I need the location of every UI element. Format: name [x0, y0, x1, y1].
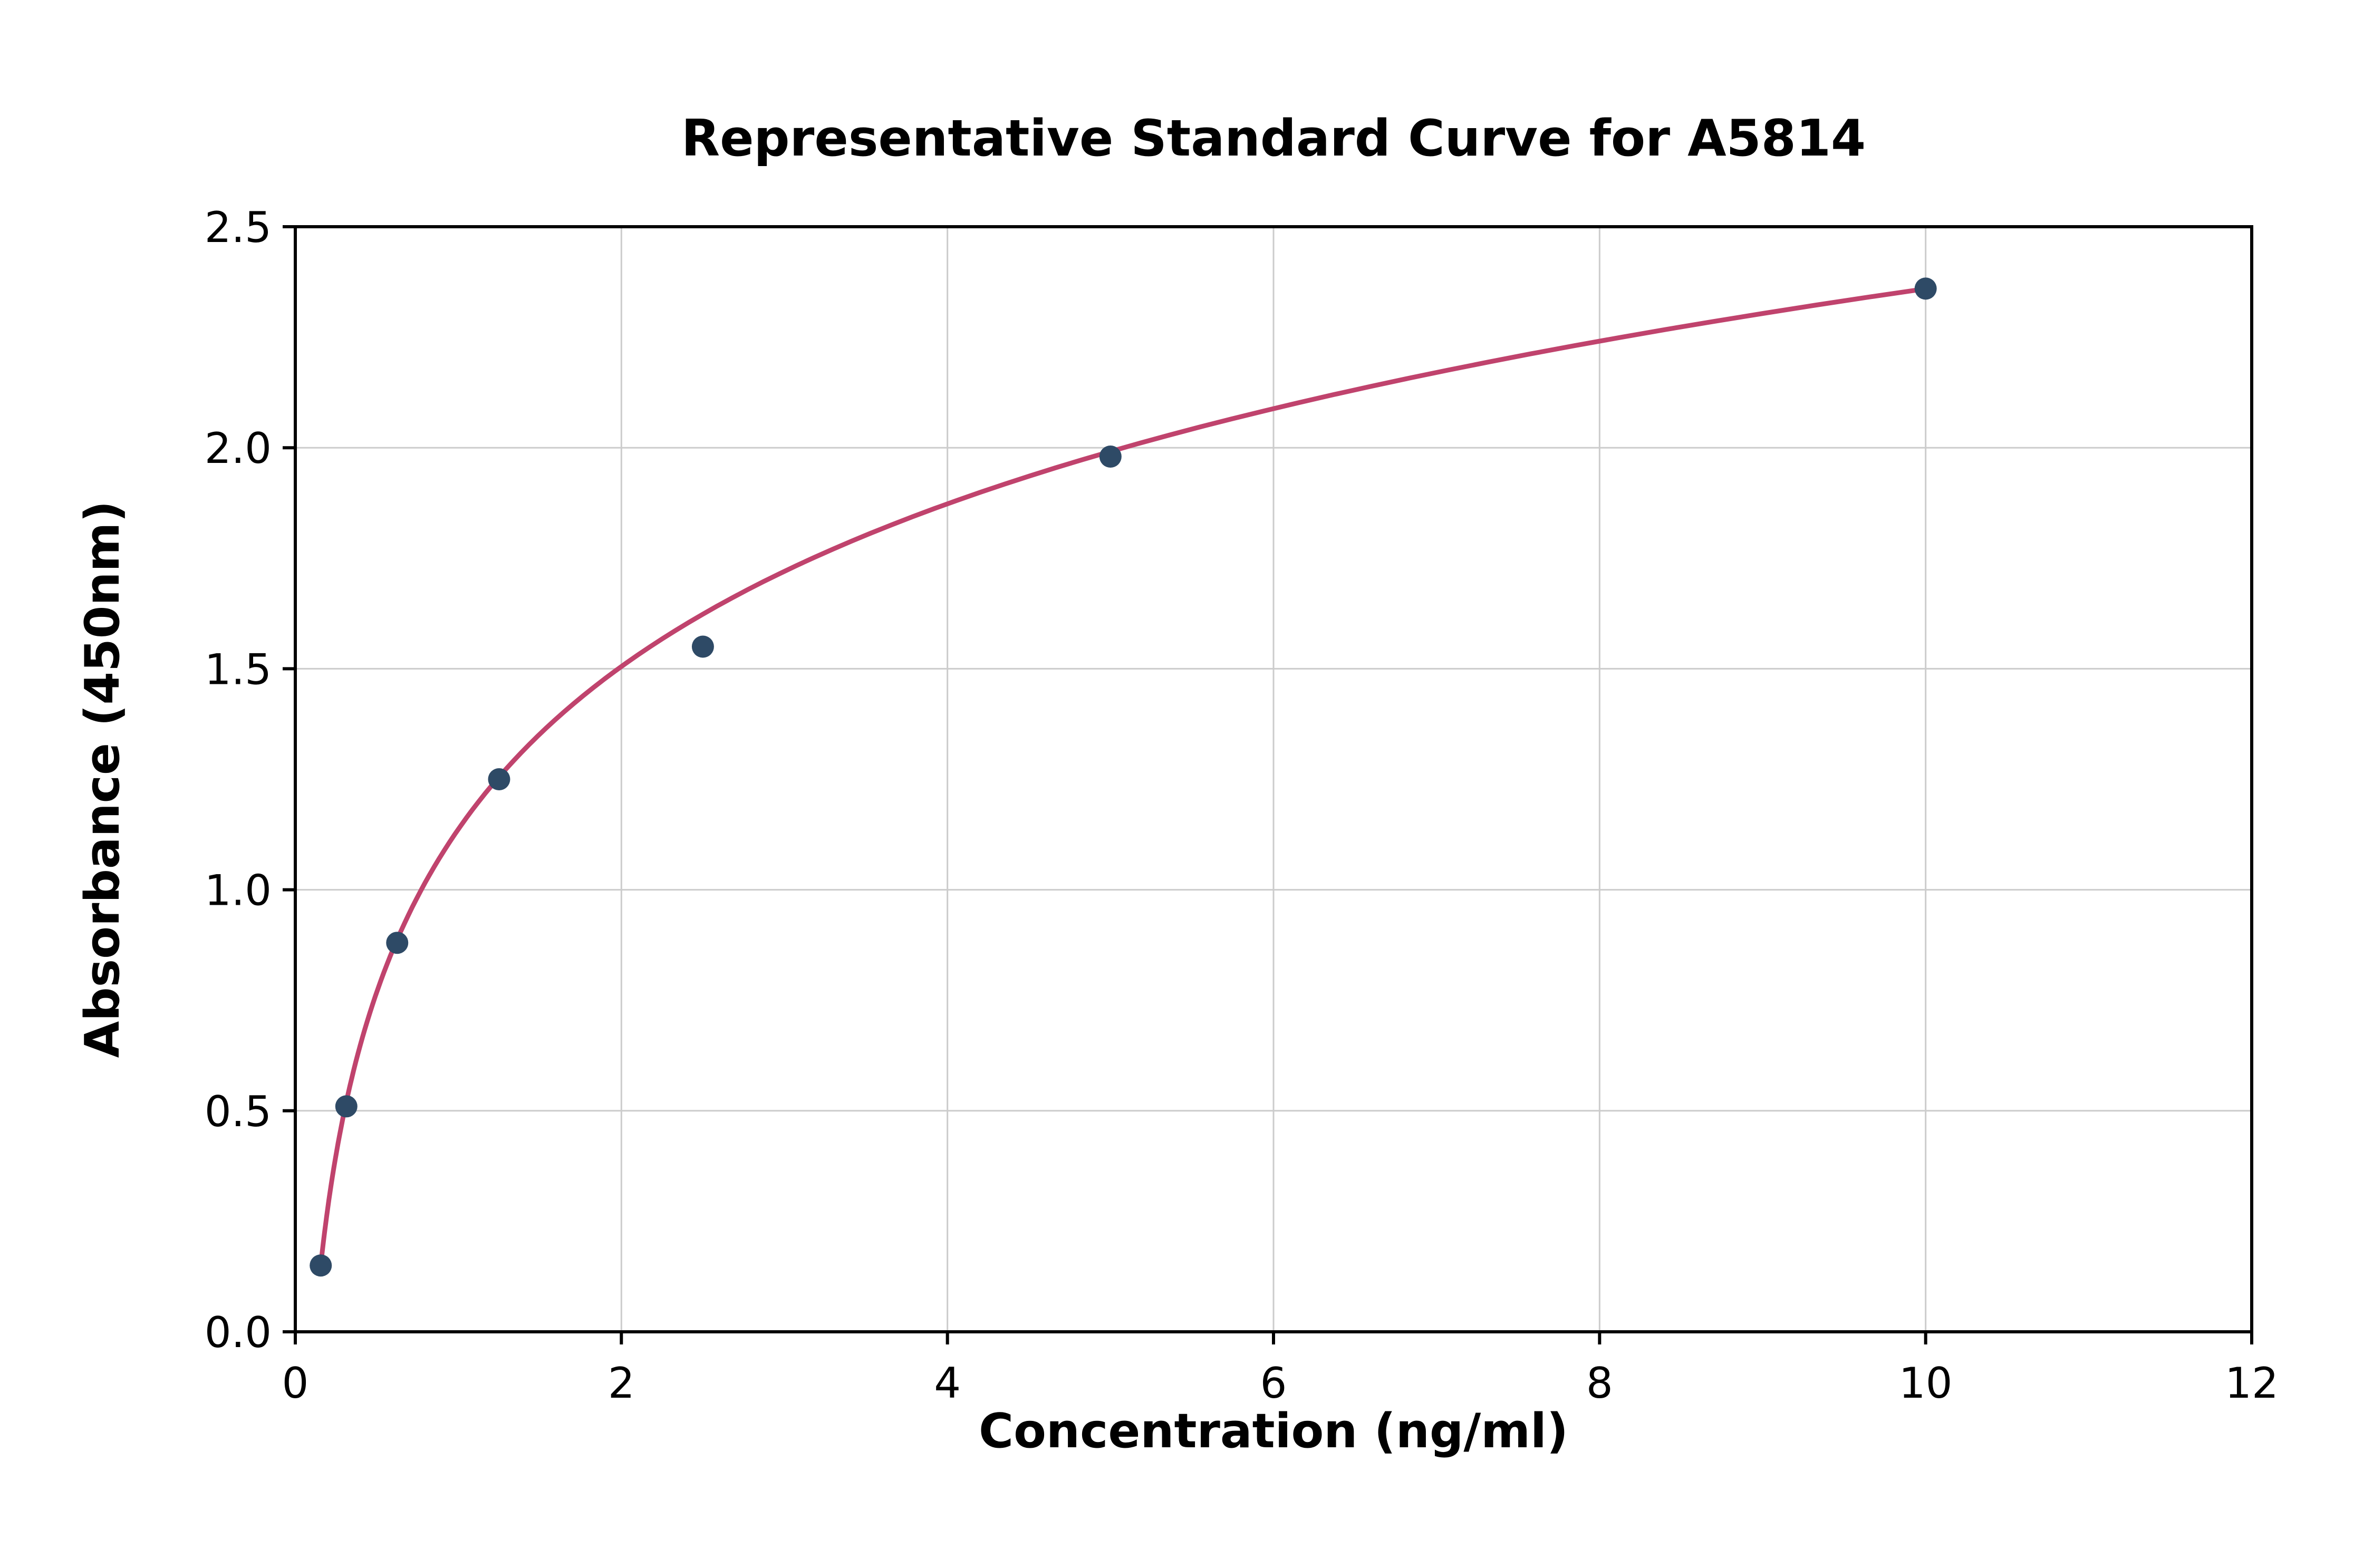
x-tick-label: 2 [608, 1359, 635, 1408]
data-point [1914, 277, 1937, 300]
x-tick-label: 0 [282, 1359, 309, 1408]
y-tick-label: 0.5 [205, 1087, 272, 1136]
data-point [691, 635, 714, 658]
data-layer [310, 277, 1937, 1277]
y-axis-label: Absorbance (450nm) [75, 501, 130, 1058]
chart-title: Representative Standard Curve for A5814 [681, 110, 1866, 168]
y-tick-label: 2.5 [205, 203, 272, 252]
x-tick-label: 8 [1586, 1359, 1613, 1408]
x-axis-label: Concentration (ng/ml) [979, 1404, 1568, 1459]
data-point [488, 768, 510, 790]
y-tick-label: 1.0 [205, 866, 272, 915]
axes-layer: 0 2 4 6 8 10 12 0.0 0.5 1.0 1.5 2.0 2.5 [205, 203, 2279, 1408]
data-point [386, 932, 409, 954]
x-tick-label: 10 [1899, 1359, 1953, 1408]
x-tick-label: 6 [1260, 1359, 1287, 1408]
y-tick-label: 0.0 [205, 1308, 272, 1357]
y-tick-label: 2.0 [205, 424, 272, 473]
data-point [335, 1095, 358, 1118]
data-point [1099, 445, 1122, 468]
x-tick-label: 4 [934, 1359, 961, 1408]
y-tick-label: 1.5 [205, 645, 272, 694]
x-tick-label: 12 [2225, 1359, 2279, 1408]
data-point [310, 1254, 332, 1277]
